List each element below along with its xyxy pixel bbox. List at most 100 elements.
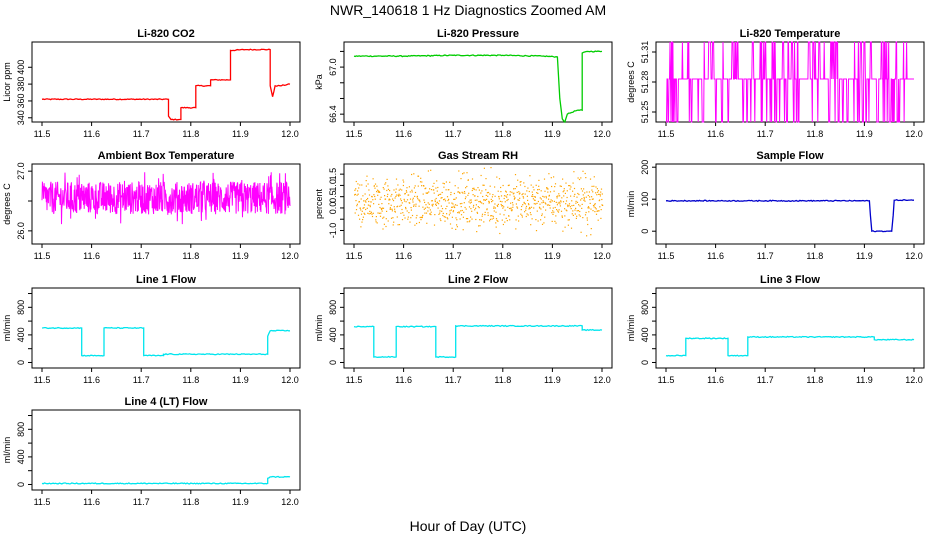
data-point	[400, 198, 402, 200]
plot-frame	[343, 163, 613, 245]
y-tick-label: 67.0	[328, 58, 338, 76]
data-point	[405, 206, 407, 209]
data-point	[583, 188, 585, 190]
data-point	[408, 212, 410, 214]
data-point	[417, 185, 419, 187]
data-point	[373, 185, 375, 187]
data-point	[543, 178, 546, 180]
data-point	[437, 186, 439, 189]
data-point	[375, 221, 377, 223]
data-point	[471, 210, 473, 212]
data-point	[485, 189, 487, 191]
data-point	[574, 209, 576, 211]
data-point	[518, 193, 520, 195]
data-point	[354, 193, 356, 195]
data-point	[517, 199, 519, 201]
data-point	[506, 194, 509, 196]
data-point	[370, 212, 372, 215]
data-point	[460, 214, 463, 216]
data-point	[563, 188, 565, 190]
x-tick-label: 11.6	[395, 251, 412, 261]
data-point	[457, 187, 459, 189]
data-point	[367, 204, 369, 206]
data-point	[362, 207, 364, 209]
y-tick-label: 66.4	[328, 105, 338, 123]
data-point	[370, 211, 372, 213]
data-point	[354, 194, 356, 196]
data-point	[450, 191, 452, 194]
data-point	[497, 203, 499, 205]
data-point	[522, 193, 524, 195]
data-point	[478, 201, 480, 203]
data-point	[579, 215, 581, 217]
data-point	[409, 221, 411, 223]
data-point	[382, 217, 384, 219]
data-series	[41, 172, 291, 225]
y-axis-label: Licor ppm	[2, 62, 12, 102]
data-point	[453, 198, 455, 200]
data-point	[546, 204, 549, 206]
data-point	[367, 212, 369, 214]
data-point	[587, 206, 590, 208]
data-point	[503, 206, 505, 208]
x-tick-label: 11.7	[757, 375, 774, 385]
panel-6: Sample Flow ml/min 11.5 11.6 11.7 11.8 11.9 12.…	[626, 150, 925, 261]
data-point	[460, 210, 462, 212]
data-point	[453, 205, 455, 207]
data-point	[406, 199, 409, 201]
data-point	[357, 190, 359, 192]
data-point	[478, 225, 480, 227]
data-point	[365, 180, 367, 182]
y-tick-label: 800	[16, 422, 26, 437]
data-point	[592, 191, 594, 193]
data-point	[492, 194, 494, 196]
data-point	[390, 195, 392, 197]
x-tick-label: 11.5	[34, 497, 51, 507]
data-point	[412, 197, 414, 199]
y-tick-label: 0	[640, 229, 650, 234]
data-point	[453, 192, 455, 195]
data-point	[410, 217, 412, 219]
data-point	[405, 208, 407, 210]
data-point	[379, 198, 381, 200]
data-point	[521, 216, 523, 218]
data-point	[590, 228, 592, 230]
data-point	[399, 205, 401, 207]
data-point	[563, 190, 565, 192]
data-point	[400, 212, 402, 214]
data-point	[523, 201, 525, 203]
data-point	[530, 224, 532, 226]
panel-title: Line 3 Flow	[760, 274, 820, 286]
x-tick-label: 11.5	[658, 251, 675, 261]
data-point	[461, 202, 463, 205]
data-point	[502, 223, 504, 226]
data-point	[576, 210, 578, 212]
data-point	[374, 187, 376, 189]
data-point	[577, 210, 579, 212]
data-point	[410, 207, 412, 209]
data-point	[356, 194, 358, 196]
data-point	[416, 222, 418, 225]
data-point	[400, 200, 402, 202]
data-point	[510, 202, 512, 204]
data-point	[425, 204, 427, 206]
data-point	[354, 212, 356, 214]
data-point	[580, 199, 582, 201]
y-tick-label: 100	[640, 192, 650, 207]
data-point	[536, 210, 538, 212]
data-point	[543, 196, 545, 198]
data-point	[368, 200, 370, 203]
x-tick-label: 11.9	[856, 251, 873, 261]
data-point	[454, 185, 456, 187]
x-tick-label: 12.0	[593, 251, 611, 261]
x-tick-label: 11.7	[445, 129, 462, 139]
data-point	[403, 198, 405, 200]
data-point	[569, 188, 571, 190]
data-point	[563, 195, 565, 197]
data-point	[466, 172, 468, 174]
data-point	[543, 201, 545, 203]
data-point	[429, 213, 431, 215]
data-point	[419, 201, 421, 203]
data-point	[494, 207, 496, 209]
data-point	[564, 192, 566, 194]
